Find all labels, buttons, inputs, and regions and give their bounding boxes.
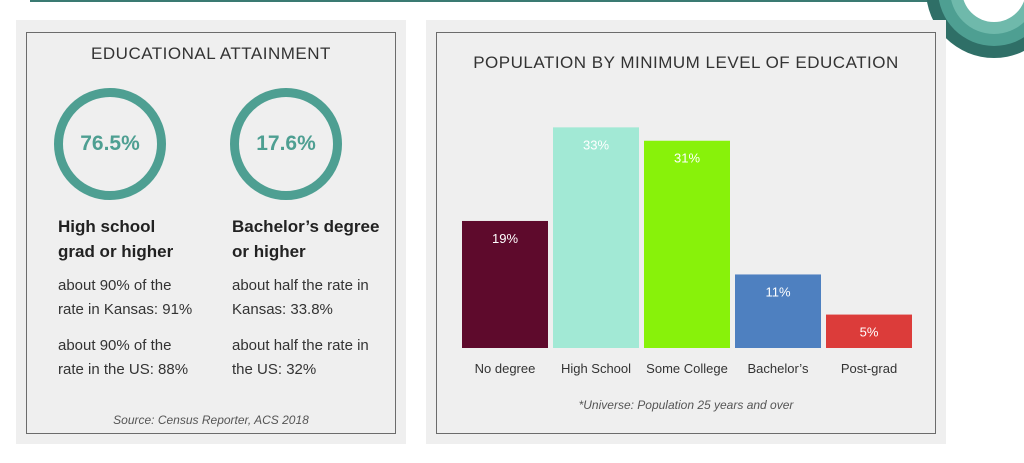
bar-value-label: 5%: [860, 325, 879, 340]
bachelors-heading: Bachelor’s degree or higher: [232, 217, 380, 261]
panel-border: [436, 32, 936, 434]
source-note: Source: Census Reporter, ACS 2018: [113, 413, 309, 427]
high-school-ring: 76.5%: [54, 88, 166, 200]
bar-post-grad: [826, 314, 912, 348]
bar-value-label: 33%: [583, 137, 609, 152]
category-label: Bachelor’s: [748, 361, 809, 376]
high-school-kansas-note: about 90% of the rate in Kansas: 91%: [58, 277, 193, 318]
panel-title: EDUCATIONAL ATTAINMENT: [91, 44, 331, 63]
bar-high-school: [553, 127, 639, 348]
bachelors-us-note: about half the rate in the US: 32%: [232, 337, 369, 378]
category-label: High School: [561, 361, 631, 376]
category-label: Post-grad: [841, 361, 897, 376]
chart-footnote: *Universe: Population 25 years and over: [578, 398, 794, 412]
education-chart-panel: POPULATION BY MINIMUM LEVEL OF EDUCATION…: [426, 20, 946, 444]
high-school-heading: High school grad or higher: [58, 217, 174, 261]
panel-border: [26, 32, 396, 434]
bar-no-degree: [462, 220, 548, 348]
bachelors-percent: 17.6%: [256, 132, 316, 155]
bar-some-college: [644, 140, 730, 348]
educational-attainment-panel: EDUCATIONAL ATTAINMENT 76.5% High school…: [16, 20, 406, 444]
category-label: Some College: [646, 361, 728, 376]
bar-bachelor-s: [735, 274, 821, 348]
bar-chart: 19% No degree 33% High School 31% Some Colleg…: [462, 127, 912, 376]
bachelors-ring: 17.6%: [230, 88, 342, 200]
bar-value-label: 31%: [674, 151, 700, 166]
corner-decoration: [926, 0, 1024, 58]
high-school-us-note: about 90% of the rate in the US: 88%: [58, 337, 189, 378]
high-school-percent: 76.5%: [80, 132, 140, 155]
bachelors-kansas-note: about half the rate in Kansas: 33.8%: [232, 277, 369, 318]
top-rule: [30, 0, 960, 2]
chart-title: POPULATION BY MINIMUM LEVEL OF EDUCATION: [473, 53, 899, 72]
bar-value-label: 19%: [492, 231, 518, 246]
category-label: No degree: [475, 361, 536, 376]
bar-value-label: 11%: [765, 284, 790, 299]
